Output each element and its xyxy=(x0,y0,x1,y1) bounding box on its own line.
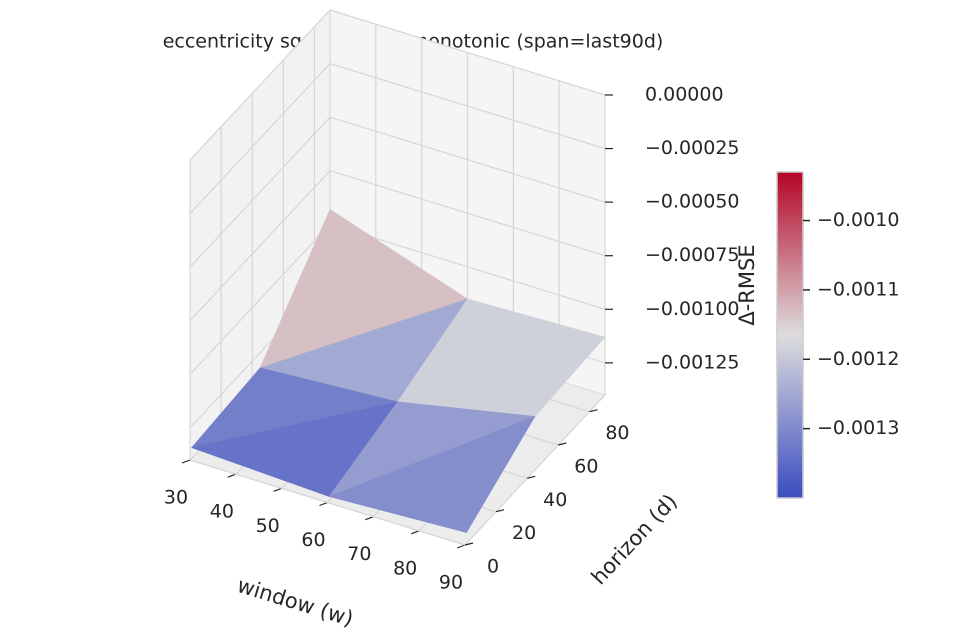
tick-mark xyxy=(456,544,466,549)
z-tick-label: −0.00050 xyxy=(645,191,740,213)
tick-mark xyxy=(558,442,567,446)
grid-line xyxy=(329,223,606,310)
tick-mark xyxy=(495,509,505,513)
colorbar-tick-label: −0.0013 xyxy=(817,417,899,439)
x-tick-label: 80 xyxy=(393,557,417,579)
tick-mark xyxy=(589,409,598,413)
grid-line xyxy=(329,9,606,96)
z-tick-label: −0.00075 xyxy=(645,244,740,266)
y-tick-label: 0 xyxy=(487,556,499,578)
colorbar xyxy=(776,171,804,499)
tick-mark xyxy=(227,473,237,478)
x-axis-label: window (w) xyxy=(234,573,356,631)
y-tick-label: 20 xyxy=(512,522,536,544)
z-axis-label: Δ-RMSE xyxy=(735,244,759,325)
tick-mark xyxy=(365,516,374,521)
grid-line xyxy=(189,459,466,546)
tick-mark xyxy=(319,501,328,507)
y-axis-label: horizon (d) xyxy=(587,489,682,589)
colorbar-tick-label: −0.0011 xyxy=(817,278,899,300)
grid-line xyxy=(189,63,331,214)
x-tick-label: 50 xyxy=(256,515,280,537)
grid-line xyxy=(189,9,331,161)
z-tick-label: −0.00025 xyxy=(645,137,740,159)
z-tick-label: −0.00125 xyxy=(645,351,740,373)
grid-line xyxy=(329,170,606,257)
grid-line xyxy=(329,116,606,203)
x-tick-label: 40 xyxy=(210,501,234,523)
colorbar-tick-label: −0.0010 xyxy=(817,209,899,231)
y-tick-label: 40 xyxy=(543,489,567,511)
surface-facet xyxy=(328,415,536,533)
grid-line xyxy=(464,394,606,546)
grid-line xyxy=(329,62,606,150)
grid-line xyxy=(189,170,331,322)
x-tick-label: 60 xyxy=(301,529,325,551)
tick-mark xyxy=(410,530,420,535)
z-tick-label: 0.00000 xyxy=(645,84,724,106)
grid-line xyxy=(189,223,331,375)
tick-mark xyxy=(527,475,536,479)
x-tick-label: 30 xyxy=(164,487,188,509)
tick-mark xyxy=(181,459,191,464)
y-tick-label: 80 xyxy=(605,422,629,444)
colorbar-tick-label: −0.0012 xyxy=(817,348,899,370)
z-tick-label: −0.00100 xyxy=(645,298,740,320)
tick-mark xyxy=(464,542,474,546)
x-tick-label: 90 xyxy=(439,572,463,594)
grid-line xyxy=(189,116,331,268)
x-tick-label: 70 xyxy=(347,543,371,565)
y-tick-label: 60 xyxy=(574,456,598,478)
tick-mark xyxy=(273,487,282,492)
